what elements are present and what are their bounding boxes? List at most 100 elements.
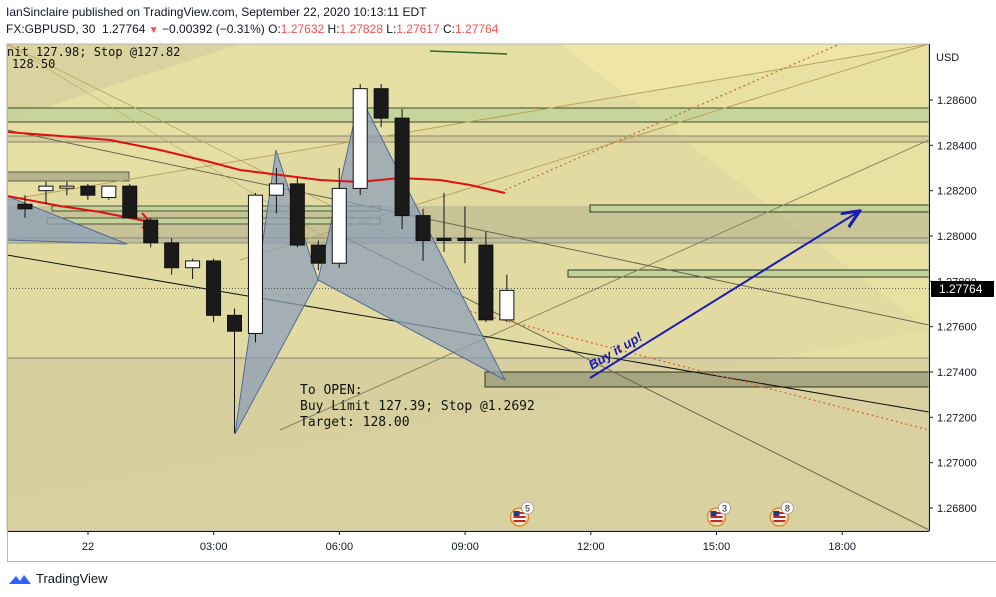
events-group[interactable]: 5 3 8 — [509, 501, 794, 527]
flag-stripe — [513, 520, 526, 522]
last-price-tag: 1.27764 — [931, 281, 994, 297]
candle-body — [331, 187, 347, 264]
zone-top — [7, 107, 929, 123]
candle — [457, 206, 473, 264]
candle-body — [80, 185, 96, 196]
candle-body — [143, 219, 159, 244]
candle — [373, 84, 389, 128]
drawings-layer — [7, 44, 929, 531]
candle-body — [289, 183, 305, 246]
annotation-top-line1: nit 127.98; Stop @127.82 — [7, 45, 180, 59]
candle — [164, 238, 180, 275]
time-tick-label: 22 — [82, 541, 94, 553]
candle — [394, 109, 410, 230]
flag-stripe — [773, 516, 786, 518]
candle — [227, 308, 242, 434]
annotation-top-line2: 128.50 — [12, 57, 55, 71]
candle — [143, 217, 159, 248]
candle — [185, 258, 201, 280]
tradingview-logo-icon[interactable] — [8, 572, 32, 586]
flag-stripe — [710, 520, 723, 522]
candle-body — [185, 260, 201, 269]
candle — [289, 177, 305, 248]
flag-stripe — [773, 520, 786, 522]
footer: TradingView — [8, 571, 108, 586]
time-tick-label: 06:00 — [326, 541, 354, 553]
event-count-badge — [780, 501, 794, 515]
candle — [247, 192, 263, 343]
price-tick-label: 1.28600 — [937, 95, 977, 107]
time-tick-label: 09:00 — [451, 541, 479, 553]
economic-event-flag[interactable]: 8 — [769, 501, 794, 527]
candle-body — [164, 242, 180, 269]
candle — [17, 195, 33, 218]
candle-body — [268, 183, 284, 196]
candle — [122, 183, 138, 219]
time-axis[interactable] — [7, 531, 929, 561]
price-tick-label: 1.28200 — [937, 186, 977, 198]
symbol-label: FX:GBPUSD, 30 — [6, 22, 96, 36]
candle — [59, 181, 75, 196]
low-value: 1.27617 — [396, 22, 440, 36]
target-arrow — [589, 212, 858, 379]
event-count-badge — [521, 501, 534, 515]
close-value: 1.27764 — [455, 22, 499, 36]
flag-canton — [710, 511, 717, 516]
candle-body — [352, 88, 368, 189]
candle-body — [38, 185, 54, 192]
candle-body — [59, 185, 75, 189]
candle-body — [499, 289, 515, 321]
candle — [478, 231, 494, 323]
economic-event-flag[interactable]: 3 — [706, 501, 731, 527]
candle-body — [17, 203, 33, 210]
candle — [331, 168, 347, 268]
candle — [80, 183, 96, 200]
candle-body — [436, 237, 452, 242]
price-tick-label: 1.27600 — [937, 322, 977, 334]
to-open-label: To OPEN: — [300, 383, 363, 398]
time-tick-label: 18:00 — [828, 541, 856, 553]
candle-body — [478, 244, 494, 321]
candle-body — [227, 314, 242, 332]
price-tick-label: 1.27400 — [937, 367, 977, 379]
down-arrow-icon: ▼ — [148, 25, 159, 36]
candle — [38, 181, 54, 205]
economic-event-flag[interactable]: 5 — [509, 501, 534, 527]
price-tick-label: 1.27200 — [937, 412, 977, 424]
publish-line: IanSinclaire published on TradingView.co… — [6, 5, 427, 19]
event-count-label: 3 — [722, 504, 727, 514]
price-tick-label: 1.26800 — [937, 503, 977, 515]
event-count-label: 5 — [525, 504, 530, 514]
candles-group — [17, 84, 515, 434]
low-label: L: — [386, 22, 397, 36]
high-label: H: — [327, 22, 340, 36]
zone-buy — [484, 371, 929, 388]
price-tick-label: 1.28000 — [937, 231, 977, 243]
candle-body — [394, 117, 410, 217]
candle-body — [101, 185, 117, 198]
candle-body — [415, 215, 431, 242]
time-axis-ticks: 22 03:00 06:00 09:00 12:00 15:00 18:00 — [82, 531, 856, 553]
candle — [206, 258, 222, 323]
flag-canton — [513, 511, 520, 516]
time-tick-label: 15:00 — [703, 541, 731, 553]
candle-body — [373, 88, 389, 119]
moving-average-line — [7, 131, 506, 194]
candle-body — [122, 185, 138, 219]
last-price: 1.27764 — [102, 22, 146, 36]
time-tick-label: 03:00 — [200, 541, 228, 553]
price-tick-label: 1.27000 — [937, 458, 977, 470]
time-tick-label: 12:00 — [577, 541, 605, 553]
candle — [436, 192, 452, 252]
candle-body — [206, 260, 222, 316]
to-open-target: Target: 128.00 — [300, 415, 410, 430]
candle-body — [310, 244, 326, 264]
flag-canton — [773, 511, 780, 516]
flag-stripe — [710, 516, 723, 518]
close-label: C: — [443, 22, 456, 36]
candle — [310, 240, 326, 270]
symbol-line: FX:GBPUSD, 30 1.27764 ▼ −0.00392 (−0.31%… — [6, 22, 498, 36]
candle — [352, 84, 368, 196]
footer-brand[interactable]: TradingView — [36, 571, 108, 586]
